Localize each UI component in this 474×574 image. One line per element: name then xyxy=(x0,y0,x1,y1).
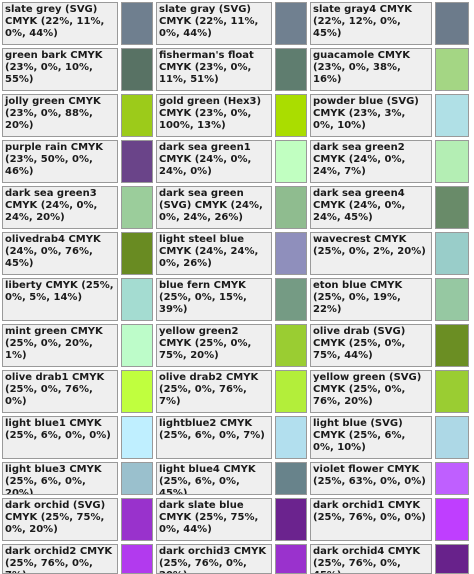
color-swatch xyxy=(275,2,307,45)
color-swatch xyxy=(435,278,469,321)
color-name-label: olive drab2 CMYK (25%, 0%, 76%, 7%) xyxy=(156,370,272,413)
color-name-label: olivedrab4 CMYK (24%, 0%, 76%, 45%) xyxy=(2,232,118,275)
color-swatch xyxy=(121,416,153,459)
color-swatch xyxy=(275,94,307,137)
color-swatch xyxy=(275,544,307,574)
color-swatch xyxy=(435,140,469,183)
color-name-label: gold green (Hex3) CMYK (23%, 0%, 100%, 1… xyxy=(156,94,272,137)
color-swatch xyxy=(121,544,153,574)
color-swatch xyxy=(435,186,469,229)
color-swatch xyxy=(121,232,153,275)
color-swatch xyxy=(121,324,153,367)
color-swatch xyxy=(435,370,469,413)
color-name-label: dark sea green3 CMYK (24%, 0%, 24%, 20%) xyxy=(2,186,118,229)
color-name-label: olive drab1 CMYK (25%, 0%, 76%, 0%) xyxy=(2,370,118,413)
color-name-label: yellow green (SVG) CMYK (25%, 0%, 76%, 2… xyxy=(310,370,432,413)
color-swatch xyxy=(435,232,469,275)
color-name-label: blue fern CMYK (25%, 0%, 15%, 39%) xyxy=(156,278,272,321)
color-name-label: light blue1 CMYK (25%, 6%, 0%, 0%) xyxy=(2,416,118,459)
color-swatch xyxy=(275,324,307,367)
color-name-label: violet flower CMYK (25%, 63%, 0%, 0%) xyxy=(310,462,432,495)
color-swatch xyxy=(435,544,469,574)
color-swatch xyxy=(275,462,307,495)
color-name-label: dark sea green2 CMYK (24%, 0%, 24%, 7%) xyxy=(310,140,432,183)
color-swatch xyxy=(435,2,469,45)
color-swatch xyxy=(121,498,153,541)
color-swatch xyxy=(435,94,469,137)
color-name-label: dark orchid2 CMYK (25%, 76%, 0%, 7%) xyxy=(2,544,118,574)
color-name-label: powder blue (SVG) CMYK (23%, 3%, 0%, 10%… xyxy=(310,94,432,137)
color-name-label: slate gray (SVG) CMYK (22%, 11%, 0%, 44%… xyxy=(156,2,272,45)
color-swatch xyxy=(121,370,153,413)
color-name-label: guacamole CMYK (23%, 0%, 38%, 16%) xyxy=(310,48,432,91)
color-name-label: mint green CMYK (25%, 0%, 20%, 1%) xyxy=(2,324,118,367)
color-swatch xyxy=(275,416,307,459)
color-name-label: purple rain CMYK (23%, 50%, 0%, 46%) xyxy=(2,140,118,183)
color-name-label: jolly green CMYK (23%, 0%, 88%, 20%) xyxy=(2,94,118,137)
color-name-label: liberty CMYK (25%, 0%, 5%, 14%) xyxy=(2,278,118,321)
color-swatch xyxy=(275,186,307,229)
color-name-label: light blue3 CMYK (25%, 6%, 0%, 20%) xyxy=(2,462,118,495)
color-name-label: wavecrest CMYK (25%, 0%, 2%, 20%) xyxy=(310,232,432,275)
color-swatch xyxy=(275,140,307,183)
color-name-label: fisherman's float CMYK (23%, 0%, 11%, 51… xyxy=(156,48,272,91)
color-swatch xyxy=(275,498,307,541)
color-swatch xyxy=(275,232,307,275)
color-swatch xyxy=(121,140,153,183)
color-name-label: dark orchid3 CMYK (25%, 76%, 0%, 20%) xyxy=(156,544,272,574)
color-name-label: green bark CMYK (23%, 0%, 10%, 55%) xyxy=(2,48,118,91)
color-swatch xyxy=(121,186,153,229)
color-name-label: yellow green2 CMYK (25%, 0%, 75%, 20%) xyxy=(156,324,272,367)
color-swatch xyxy=(121,48,153,91)
color-name-label: dark sea green (SVG) CMYK (24%, 0%, 24%,… xyxy=(156,186,272,229)
color-name-label: dark sea green4 CMYK (24%, 0%, 24%, 45%) xyxy=(310,186,432,229)
color-name-label: dark orchid4 CMYK (25%, 76%, 0%, 45%) xyxy=(310,544,432,574)
color-name-label: slate grey (SVG) CMYK (22%, 11%, 0%, 44%… xyxy=(2,2,118,45)
color-swatch xyxy=(435,324,469,367)
color-name-label: olive drab (SVG) CMYK (25%, 0%, 75%, 44%… xyxy=(310,324,432,367)
color-swatch xyxy=(275,48,307,91)
color-swatch xyxy=(435,416,469,459)
color-name-label: dark sea green1 CMYK (24%, 0%, 24%, 0%) xyxy=(156,140,272,183)
color-swatch xyxy=(435,48,469,91)
color-name-label: light blue4 CMYK (25%, 6%, 0%, 45%) xyxy=(156,462,272,495)
color-name-label: dark slate blue CMYK (25%, 75%, 0%, 44%) xyxy=(156,498,272,541)
color-name-label: dark orchid1 CMYK (25%, 76%, 0%, 0%) xyxy=(310,498,432,541)
color-swatch xyxy=(275,370,307,413)
color-name-label: eton blue CMYK (25%, 0%, 19%, 22%) xyxy=(310,278,432,321)
color-swatch xyxy=(121,2,153,45)
color-name-label: light steel blue CMYK (24%, 24%, 0%, 26%… xyxy=(156,232,272,275)
color-swatch xyxy=(121,94,153,137)
color-name-label: lightblue2 CMYK (25%, 6%, 0%, 7%) xyxy=(156,416,272,459)
color-name-label: slate gray4 CMYK (22%, 12%, 0%, 45%) xyxy=(310,2,432,45)
color-swatch xyxy=(435,498,469,541)
color-name-label: dark orchid (SVG) CMYK (25%, 75%, 0%, 20… xyxy=(2,498,118,541)
color-swatch xyxy=(435,462,469,495)
color-name-label: light blue (SVG) CMYK (25%, 6%, 0%, 10%) xyxy=(310,416,432,459)
color-swatch xyxy=(121,278,153,321)
color-swatch xyxy=(121,462,153,495)
color-swatch xyxy=(275,278,307,321)
